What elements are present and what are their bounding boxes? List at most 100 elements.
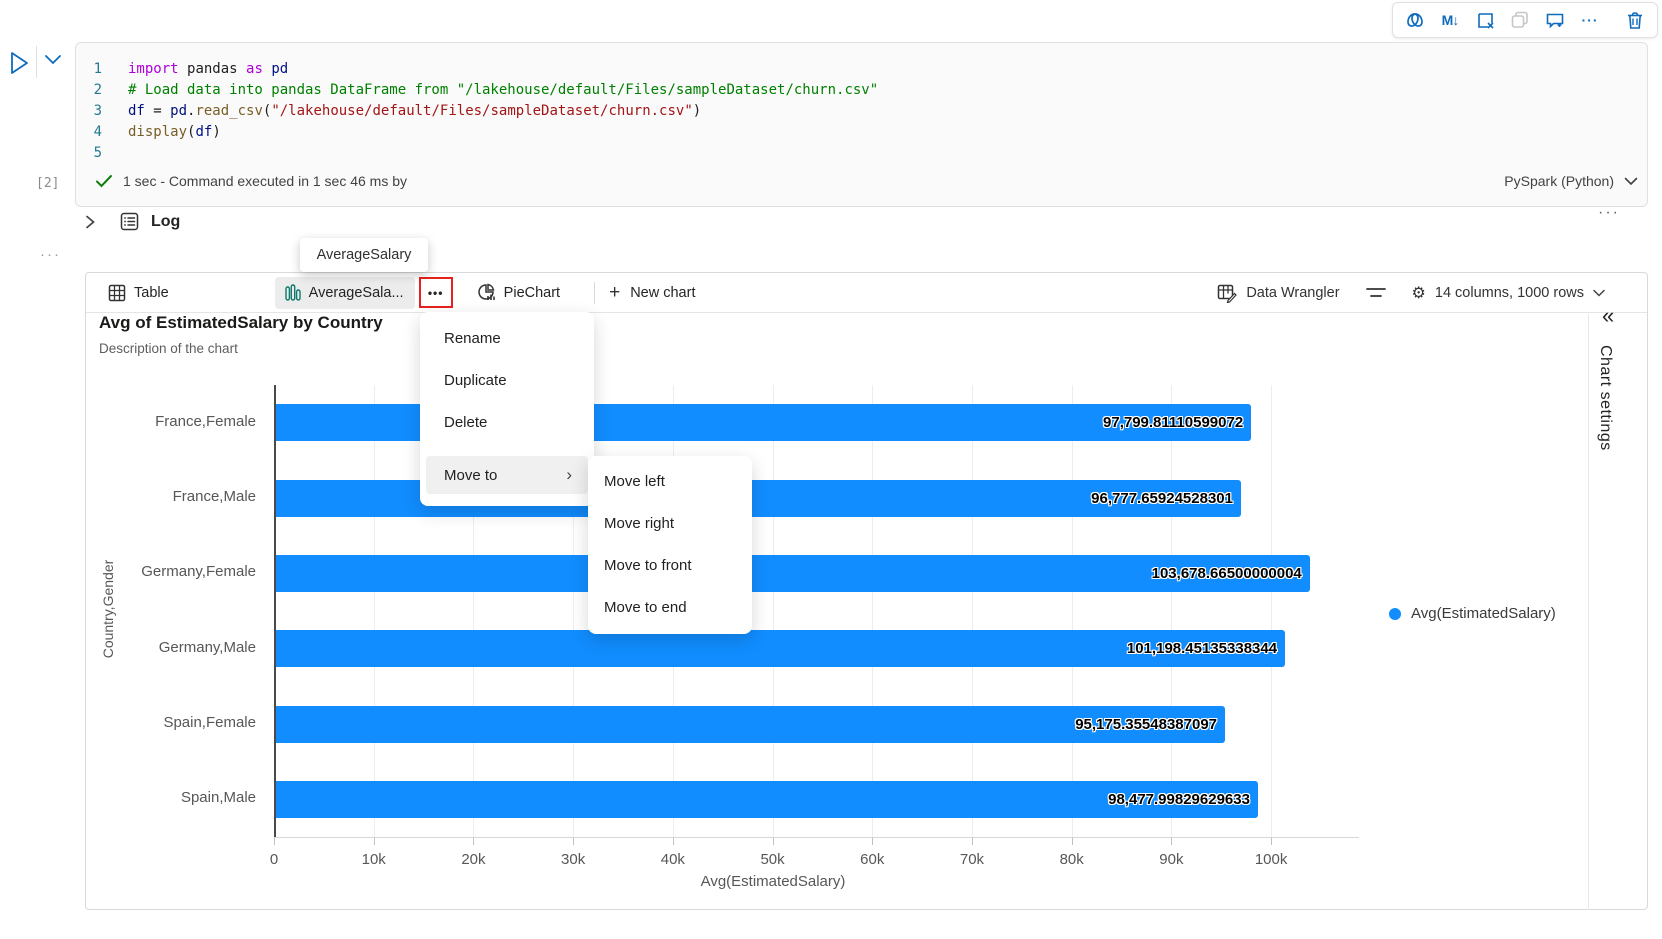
execution-count: [2]: [36, 176, 60, 191]
bar-germany-male: 101,198.45135338344: [276, 630, 1286, 668]
axis-tick: [373, 837, 375, 845]
code-text: df = pd.read_csv("/lakehouse/default/Fil…: [128, 103, 702, 119]
code-cell[interactable]: 1 import pandas as pd 2 # Load data into pa…: [75, 42, 1648, 207]
gridline: [971, 385, 973, 837]
log-list-icon: [120, 212, 139, 231]
code-editor[interactable]: 1 import pandas as pd 2 # Load data into pa…: [76, 59, 1647, 164]
x-tick-label: 40k: [660, 851, 685, 868]
submenu-item-move-to-front[interactable]: Move to front: [604, 557, 692, 574]
menu-item-delete[interactable]: Delete: [444, 414, 488, 431]
tab-more-button[interactable]: •••: [418, 277, 453, 308]
chart-title: Avg of EstimatedSalary by Country: [99, 313, 383, 332]
axis-tick: [274, 837, 275, 845]
code-line: 1 import pandas as pd: [76, 59, 1647, 80]
legend-dot-icon: [1389, 607, 1401, 620]
x-tick-label: 60k: [860, 851, 885, 868]
markdown-convert-icon[interactable]: M↓: [1441, 12, 1460, 28]
gridline: [1271, 385, 1273, 837]
run-divider: [36, 46, 37, 78]
chevron-right-icon[interactable]: [84, 214, 96, 230]
axis-tick: [473, 837, 475, 845]
axis-tick: [971, 837, 973, 845]
line-number: 2: [93, 82, 102, 98]
axis-tick: [1271, 837, 1273, 845]
y-axis-line: [274, 385, 276, 837]
axis-tick: [1071, 837, 1073, 845]
tab-average-salary[interactable]: AverageSala...: [274, 276, 415, 309]
gridline: [1171, 385, 1173, 837]
cell-status-row: 1 sec - Command executed in 1 sec 46 ms …: [95, 173, 407, 189]
run-cell-button[interactable]: [8, 50, 30, 76]
menu-item-rename[interactable]: Rename: [444, 330, 501, 347]
bar-spain-female: 95,175.35548387097: [276, 705, 1225, 743]
cell-margin-dots: ···: [40, 246, 61, 263]
tab-pie-chart[interactable]: PieChart: [467, 277, 570, 309]
clear-output-icon[interactable]: [1475, 10, 1495, 30]
line-number: 4: [93, 124, 102, 140]
gridline: [772, 385, 774, 837]
submenu-arrow-icon: ›: [566, 465, 572, 484]
category-label: Spain,Male: [180, 789, 256, 807]
bar-spain-male: 98,477.99829629633: [276, 780, 1258, 818]
gear-icon: ⚙: [1411, 285, 1426, 302]
data-wrangler-icon: [1217, 284, 1238, 303]
legend-label: Avg(EstimatedSalary): [1411, 605, 1556, 622]
add-comment-icon[interactable]: [1545, 10, 1565, 30]
filter-icon[interactable]: [1365, 286, 1386, 300]
menu-item-duplicate[interactable]: Duplicate: [444, 372, 507, 389]
axis-tick: [872, 837, 874, 845]
category-label: France,Male: [172, 488, 256, 505]
plus-icon: +: [609, 281, 621, 303]
log-section-header: Log: [84, 212, 180, 231]
x-tick-label: 70k: [959, 851, 985, 868]
pie-chart-icon: [477, 283, 496, 302]
data-wrangler-button[interactable]: Data Wrangler: [1217, 284, 1340, 303]
chevron-down-icon[interactable]: [44, 54, 62, 66]
bar-value-label: 101,198.45135338344: [1126, 640, 1278, 658]
cell-toolbar: M↓ ···: [1392, 2, 1658, 38]
execution-status-text: 1 sec - Command executed in 1 sec 46 ms …: [123, 173, 408, 189]
x-tick-label: 90k: [1159, 851, 1184, 868]
x-tick-label: 80k: [1059, 851, 1084, 868]
copy-cell-icon[interactable]: [1510, 10, 1530, 30]
chart-subtitle: Description of the chart: [99, 341, 238, 356]
bar-value-label: 97,799.81110599072: [1103, 414, 1244, 432]
columns-rows-selector[interactable]: ⚙ 14 columns, 1000 rows: [1412, 283, 1605, 303]
category-label: France,Female: [155, 412, 256, 430]
submenu-item-move-left[interactable]: Move left: [604, 473, 665, 490]
axis-tick: [672, 837, 674, 845]
log-more-options[interactable]: ···: [1598, 204, 1620, 221]
copilot-icon[interactable]: [1405, 10, 1425, 30]
tab-divider: [594, 281, 596, 304]
bar-value-label: 95,175.35548387097: [1075, 715, 1217, 733]
new-chart-button[interactable]: + New chart: [609, 281, 696, 303]
axis-tick: [1171, 837, 1173, 845]
settings-panel-divider: [1588, 314, 1589, 910]
chart-legend[interactable]: Avg(EstimatedSalary): [1389, 605, 1556, 622]
code-text: import pandas as pd: [128, 61, 289, 77]
gridline: [473, 385, 475, 837]
bar-value-label: 98,477.99829629633: [1108, 790, 1250, 808]
x-tick-label: 0: [269, 851, 279, 868]
menu-item-move-to[interactable]: Move to ›: [426, 456, 588, 494]
gridline: [1071, 385, 1073, 837]
delete-cell-icon[interactable]: [1625, 10, 1645, 30]
category-label: Germany,Female: [141, 563, 256, 581]
gridline: [373, 385, 375, 837]
bar-germany-female: 103,678.66500000004: [276, 554, 1310, 592]
kernel-selector[interactable]: PySpark (Python): [1504, 173, 1638, 189]
code-line: 2 # Load data into pandas DataFrame from …: [76, 80, 1647, 101]
bar-value-label: 103,678.66500000004: [1151, 564, 1302, 582]
code-line: 4 display(df): [76, 122, 1647, 143]
submenu-item-move-right[interactable]: Move right: [604, 515, 675, 532]
expand-panel-icon[interactable]: «: [1602, 303, 1615, 328]
log-label: Log: [151, 212, 181, 230]
chart-settings-label: Chart settings: [1597, 345, 1614, 451]
submenu-item-move-to-end[interactable]: Move to end: [604, 599, 687, 616]
code-line: 5: [76, 143, 1647, 164]
x-axis-line: [274, 837, 1359, 838]
table-grid-icon: [108, 284, 126, 302]
move-to-submenu: Move left Move right Move to front Move to …: [588, 456, 752, 634]
more-options-icon[interactable]: ···: [1581, 12, 1599, 28]
tab-table[interactable]: Table: [98, 277, 179, 309]
